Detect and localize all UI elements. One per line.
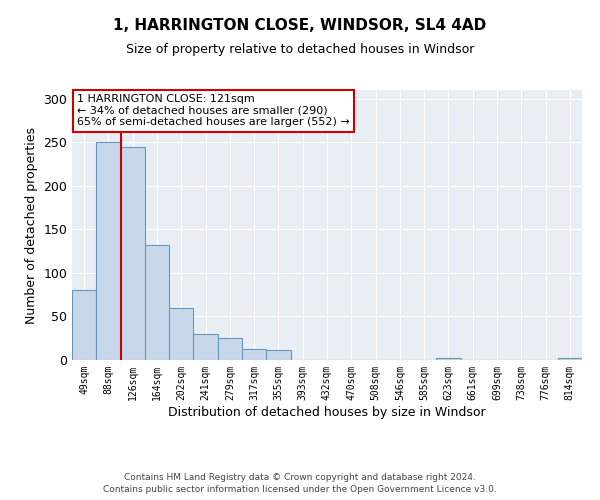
Bar	[72, 290, 96, 360]
Y-axis label: Number of detached properties: Number of detached properties	[25, 126, 38, 324]
Bar	[193, 334, 218, 360]
Bar	[242, 348, 266, 360]
Text: Size of property relative to detached houses in Windsor: Size of property relative to detached ho…	[126, 42, 474, 56]
Bar	[218, 338, 242, 360]
Text: Contains public sector information licensed under the Open Government Licence v3: Contains public sector information licen…	[103, 485, 497, 494]
X-axis label: Distribution of detached houses by size in Windsor: Distribution of detached houses by size …	[168, 406, 486, 418]
Bar	[121, 146, 145, 360]
Bar	[558, 358, 582, 360]
Bar	[436, 358, 461, 360]
Bar	[96, 142, 121, 360]
Text: 1 HARRINGTON CLOSE: 121sqm
← 34% of detached houses are smaller (290)
65% of sem: 1 HARRINGTON CLOSE: 121sqm ← 34% of deta…	[77, 94, 350, 127]
Text: 1, HARRINGTON CLOSE, WINDSOR, SL4 4AD: 1, HARRINGTON CLOSE, WINDSOR, SL4 4AD	[113, 18, 487, 32]
Bar	[266, 350, 290, 360]
Text: Contains HM Land Registry data © Crown copyright and database right 2024.: Contains HM Land Registry data © Crown c…	[124, 472, 476, 482]
Bar	[169, 308, 193, 360]
Bar	[145, 245, 169, 360]
